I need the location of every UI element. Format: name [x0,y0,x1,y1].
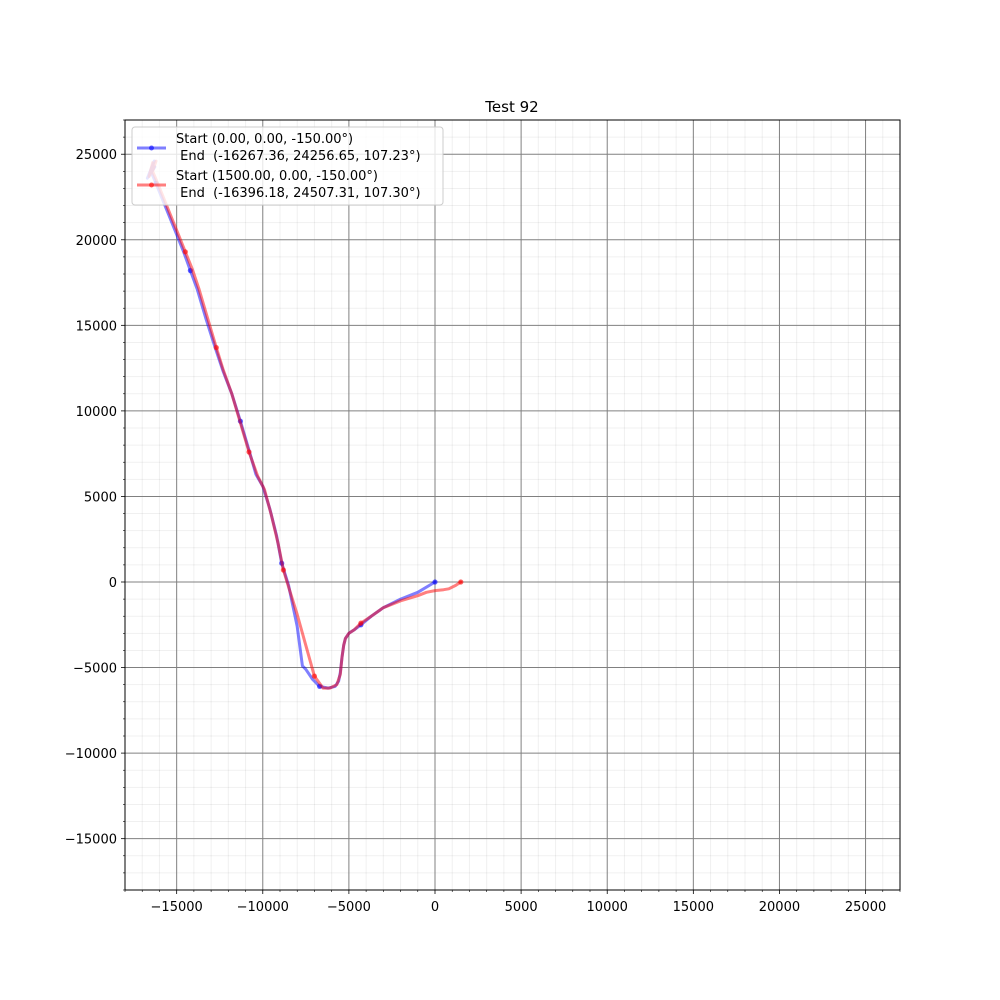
legend: Start (0.00, 0.00, -150.00°) End (-16267… [131,126,444,206]
series-layer [145,159,464,690]
x-axis: −15000 −10000 −5000 0 5000 10000 15000 20000 250… [124,890,901,915]
legend-box [131,126,444,206]
x-tick-label: −10000 [237,900,289,915]
y-tick-label: −10000 [65,747,117,762]
major-grid [125,120,900,890]
x-tick-label: 20000 [759,900,800,915]
series-marker-2 [213,345,219,351]
x-tick-label: 0 [431,900,439,915]
legend-entry-series-1: Start (0.00, 0.00, -150.00°) End (-16267… [137,132,421,164]
series-marker-2 [280,567,286,573]
legend-marker-series-1 [149,145,154,151]
legend-marker-series-2 [149,182,154,188]
series-marker-1 [432,579,438,585]
series-marker-2 [182,249,188,255]
x-tick-label: −15000 [151,900,203,915]
legend-end-series-1: End (-16267.36, 24256.65, 107.23°) [176,149,421,164]
y-tick-label: 25000 [76,148,117,163]
legend-start-series-1: Start (0.00, 0.00, -150.00°) [176,132,353,147]
legend-entry-series-2: Start (1500.00, 0.00, -150.00°) End (-16… [137,169,421,201]
series-marker-2 [311,673,317,679]
y-tick-label: 10000 [76,405,117,420]
series-marker-2 [358,620,364,626]
legend-start-series-2: Start (1500.00, 0.00, -150.00°) [176,169,378,184]
y-axis: −15000 −10000 −5000 0 5000 10000 15000 20000 250… [65,119,125,891]
x-tick-label: 25000 [845,900,886,915]
plot-area: −15000 −10000 −5000 0 5000 10000 15000 20000 250… [65,119,901,915]
axes-frame [124,119,901,891]
y-tick-label: 15000 [76,319,117,334]
series-marker-2 [458,579,464,585]
x-tick-label: 10000 [587,900,628,915]
x-tick-label: 5000 [505,900,538,915]
y-tick-label: −5000 [73,662,117,677]
series-marker-2 [246,449,252,455]
legend-end-series-2: End (-16396.18, 24507.31, 107.30°) [176,186,421,201]
y-tick-label: −15000 [65,833,117,848]
chart-title: Test 92 [484,98,538,116]
y-tick-label: 0 [109,576,117,591]
y-tick-label: 5000 [84,490,117,505]
x-tick-label: −5000 [327,900,371,915]
series-line-2 [147,159,463,690]
y-tick-label: 20000 [76,234,117,249]
x-tick-label: 15000 [673,900,714,915]
